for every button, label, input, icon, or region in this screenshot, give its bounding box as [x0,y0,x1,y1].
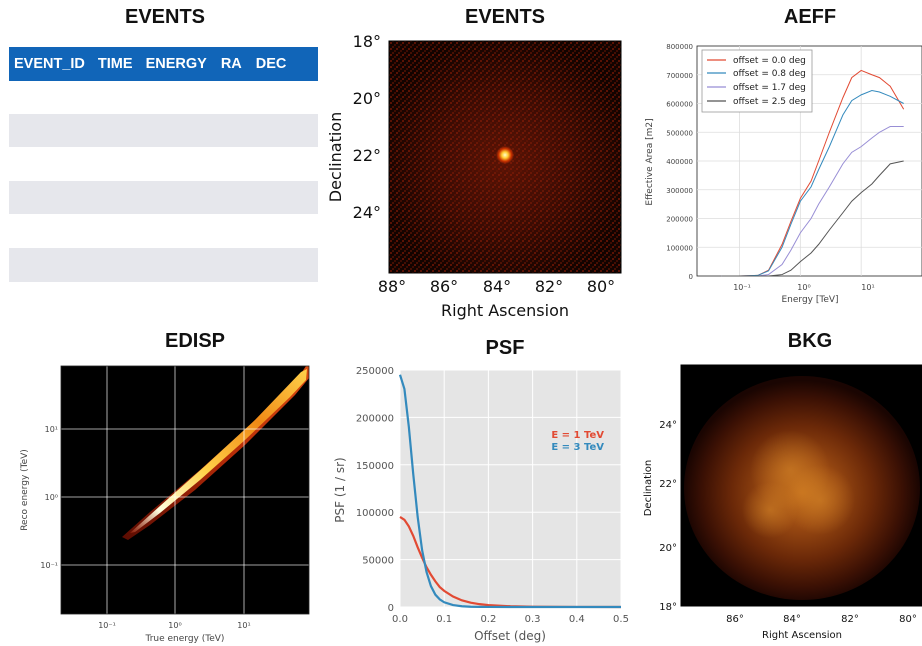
edisp-ytick: 10⁻¹ [40,561,58,570]
psf-series-line [398,374,621,609]
psf-ytick: 50000 [362,556,394,567]
aeff-legend-label: offset = 2.5 deg [733,97,806,107]
bkg-ytick: 20° [659,543,677,554]
aeff-ytick: 600000 [666,101,693,109]
edisp-xtick: 10⁻¹ [98,621,116,630]
psf-legend-label: E = 3 TeV [551,442,604,453]
aeff-xlabel: Energy [TeV] [781,295,838,305]
edisp-xtick: 10¹ [237,621,250,630]
table-row [9,114,318,148]
events-xtick: 86° [430,277,458,296]
aeff-ytick: 300000 [666,187,693,195]
psf-xlabel: Offset (deg) [474,629,546,643]
bkg-xtick: 82° [841,614,859,625]
psf-ytick: 100000 [356,508,394,519]
psf-xtick: 0.1 [436,614,452,625]
events-image-title: EVENTS [464,6,546,28]
aeff-ytick: 700000 [666,72,693,80]
edisp-ylabel: Reco energy (TeV) [20,449,30,531]
psf-xtick: 0.4 [569,614,585,625]
edisp-band-outer [122,366,309,540]
aeff-ytick: 0 [689,273,693,281]
psf-xtick: 0.0 [392,614,408,625]
aeff-legend-label: offset = 0.0 deg [733,56,806,66]
col-event-id: EVENT_ID [14,56,85,72]
psf-ytick: 250000 [356,366,394,377]
events-ytick: 22° [353,146,381,165]
col-energy: ENERGY [145,56,207,72]
table-row [9,147,318,181]
aeff-ytick: 100000 [666,244,693,252]
edisp-ytick: 10¹ [45,425,58,434]
bkg-ytick: 24° [659,420,677,431]
events-xtick: 80° [587,277,615,296]
bkg-ytick: 18° [659,602,677,613]
events-xtick: 82° [535,277,563,296]
events-xtick: 84° [483,277,511,296]
edisp-xlabel: True energy (TeV) [145,634,225,644]
psf-title: PSF [485,337,525,359]
psf-plot-area [400,370,621,607]
bkg-title: BKG [787,330,833,352]
bkg-ylabel: Declination [643,460,654,517]
col-ra: RA [220,56,242,72]
events-table-header: EVENT_ID TIME ENERGY RA DEC [9,47,318,81]
aeff-legend-label: offset = 0.8 deg [733,69,806,79]
table-row [9,181,318,215]
bkg-xtick: 80° [899,614,917,625]
edisp-band-core [130,369,307,533]
aeff-series-line [721,90,904,277]
aeff-ylabel: Effective Area [m2] [645,118,655,205]
aeff-xtick: 10⁻¹ [733,283,751,292]
table-row [9,81,318,115]
edisp-xtick: 10⁰ [168,621,181,630]
aeff-ytick: 400000 [666,158,693,166]
psf-ylabel: PSF (1 / sr) [333,457,347,522]
table-row [9,214,318,248]
table-row [9,248,318,282]
events-xtick: 88° [378,277,406,296]
psf-legend-label: E = 1 TeV [551,430,604,441]
events-xlabel: Right Ascension [441,301,569,320]
events-source-spot [496,146,514,164]
events-ytick: 18° [353,32,381,51]
col-time: TIME [97,56,133,72]
bkg-xtick: 86° [726,614,744,625]
aeff-xtick: 10¹ [861,283,874,292]
aeff-title: AEFF [783,6,837,28]
aeff-ytick: 500000 [666,129,693,137]
psf-ytick: 0 [388,603,394,614]
bkg-xtick: 84° [783,614,801,625]
aeff-xtick: 10⁰ [797,283,810,292]
aeff-legend-label: offset = 1.7 deg [733,83,806,93]
bkg-ytick: 22° [659,479,677,490]
psf-xtick: 0.3 [525,614,541,625]
psf-xtick: 0.2 [480,614,496,625]
col-dec: DEC [255,56,287,72]
aeff-ytick: 800000 [666,43,693,51]
events-ytick: 20° [353,89,381,108]
events-ylabel: Declination [326,112,345,202]
aeff-ytick: 200000 [666,216,693,224]
edisp-title: EDISP [164,330,226,352]
aeff-series-line [721,160,904,277]
events-table-title: EVENTS [124,6,206,28]
psf-ytick: 150000 [356,461,394,472]
edisp-ytick: 10⁰ [45,493,58,502]
bkg-xlabel: Right Ascension [762,630,842,641]
psf-ytick: 200000 [356,413,394,424]
events-ytick: 24° [353,203,381,222]
aeff-series-line [721,126,904,277]
psf-xtick: 0.5 [613,614,629,625]
